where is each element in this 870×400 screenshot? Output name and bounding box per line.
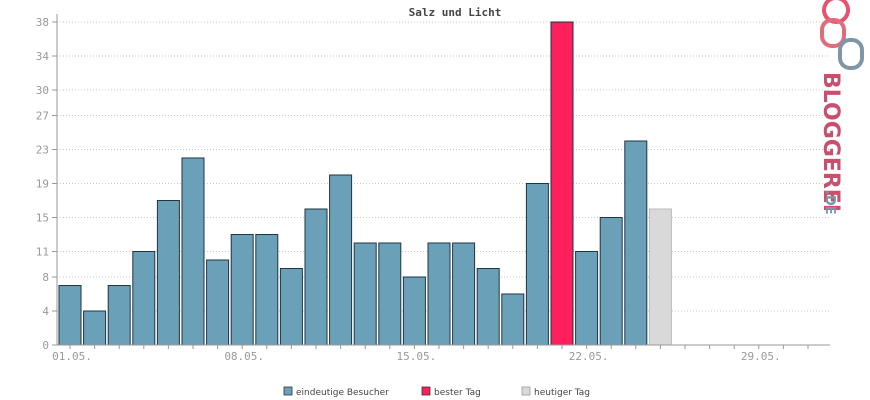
y-tick-label: 19 <box>36 178 49 191</box>
y-tick-label: 0 <box>42 339 49 352</box>
bar <box>230 234 254 346</box>
x-tick-label: 22.05. <box>569 350 609 363</box>
bar <box>452 242 476 346</box>
bar <box>525 183 549 346</box>
bar <box>402 276 426 346</box>
logo-suffix-text: .DE <box>822 190 837 215</box>
bar <box>624 140 648 346</box>
bar <box>599 217 623 346</box>
legend-label: bester Tag <box>434 388 481 398</box>
bar <box>181 157 205 346</box>
legend-swatch <box>521 386 531 396</box>
y-tick-label: 30 <box>36 84 49 97</box>
bar <box>648 208 672 346</box>
bar <box>107 285 131 346</box>
x-tick-label: 15.05. <box>397 350 437 363</box>
x-tick-label: 29.05. <box>741 350 781 363</box>
logo-icon <box>820 0 864 70</box>
bar <box>206 259 230 346</box>
y-tick-labels: 0 4 8 11 15 19 23 27 30 34 38 <box>36 16 50 352</box>
legend-label: eindeutige Besucher <box>296 388 389 398</box>
x-tick-labels: 01.05. 08.05. 15.05. 22.05. 29.05. <box>52 350 781 363</box>
x-tick-label: 08.05. <box>224 350 264 363</box>
y-tick-label: 23 <box>36 144 49 157</box>
x-tick-label: 01.05. <box>52 350 92 363</box>
bar <box>304 208 328 346</box>
bar <box>575 251 599 346</box>
bar <box>255 234 279 346</box>
bar <box>550 21 574 346</box>
bar <box>353 242 377 346</box>
legend: eindeutige Besucher bester Tag heutiger Ta… <box>283 386 590 398</box>
bar <box>156 200 180 346</box>
y-tick-label: 27 <box>36 110 49 123</box>
bar <box>476 268 500 346</box>
legend-swatch <box>421 386 431 396</box>
y-tick-label: 4 <box>42 305 49 318</box>
bloggerei-logo: BLOGGEREI .DE <box>818 0 864 215</box>
bar <box>501 293 525 346</box>
logo-brand-text: BLOGGEREI <box>818 72 843 212</box>
y-tick-label: 8 <box>42 271 49 284</box>
y-tick-label: 15 <box>36 212 49 225</box>
y-tick-label: 34 <box>36 50 50 63</box>
bar <box>58 285 82 346</box>
y-tick-label: 38 <box>36 16 49 29</box>
bar <box>279 268 303 346</box>
bar <box>83 310 107 346</box>
y-tick-label: 11 <box>36 246 49 259</box>
legend-label: heutiger Tag <box>534 388 590 398</box>
chart-title: Salz und Licht <box>409 6 502 19</box>
legend-swatch <box>283 386 293 396</box>
bar <box>329 174 353 346</box>
bar <box>132 251 156 346</box>
bar <box>378 242 402 346</box>
grid <box>52 21 830 346</box>
bar <box>427 242 451 346</box>
axes <box>56 14 830 349</box>
